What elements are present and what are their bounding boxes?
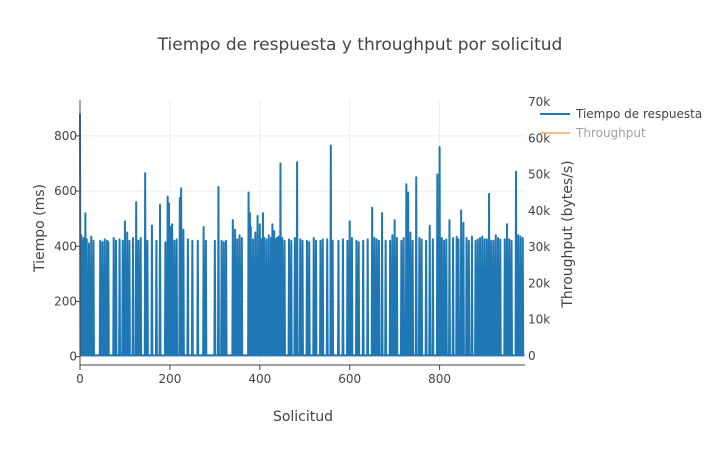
legend-item-throughput[interactable]: Throughput — [540, 126, 646, 140]
y-axis-title: Tiempo (ms) — [32, 184, 48, 273]
legend[interactable]: Tiempo de respuesta Throughput — [540, 107, 702, 140]
legend-item-tiempo[interactable]: Tiempo de respuesta — [540, 107, 702, 121]
x-axis-title: Solicitud — [273, 409, 333, 425]
y-tick-label: 400 — [54, 239, 77, 253]
series-line-tiempo — [79, 113, 526, 357]
y-tick-label: 600 — [54, 184, 77, 198]
legend-label-throughput: Throughput — [575, 126, 646, 140]
chart-title: Tiempo de respuesta y throughput por sol… — [157, 35, 563, 55]
y2-tick-label: 70k — [528, 95, 550, 109]
y2-axis-title: Throughput (bytes/s) — [560, 160, 576, 308]
legend-label-tiempo: Tiempo de respuesta — [575, 107, 702, 121]
y-tick-label: 800 — [54, 129, 77, 143]
y2-tick-label: 40k — [528, 204, 550, 218]
y-tick-label: 200 — [54, 295, 77, 309]
x-tick-label: 200 — [158, 372, 181, 386]
y2-tick-label: 50k — [528, 168, 550, 182]
y2-tick-label: 10k — [528, 313, 550, 327]
y2-tick-label: 30k — [528, 240, 550, 254]
y2-tick-label: 60k — [528, 131, 550, 145]
x-tick-label: 600 — [338, 372, 361, 386]
x-tick-label: 0 — [76, 372, 84, 386]
series-layer — [79, 113, 526, 357]
x-tick-label: 800 — [428, 372, 451, 386]
x-tick-label: 400 — [248, 372, 271, 386]
y2-tick-label: 0 — [528, 349, 536, 363]
axes: 0 200 400 600 800 0 200 400 600 800 0 10k 20k 30k 40k 5… — [54, 95, 550, 386]
y-tick-label: 0 — [69, 350, 77, 364]
y2-tick-label: 20k — [528, 276, 550, 290]
